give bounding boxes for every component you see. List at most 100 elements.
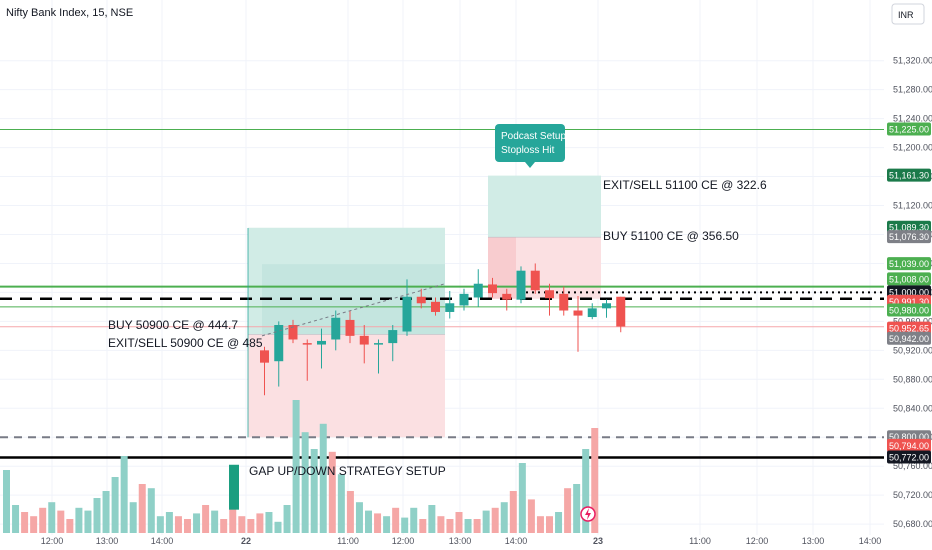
volume-bar <box>193 513 201 533</box>
price-label-text: 51,161.30 <box>889 171 929 181</box>
annotation-buy-50900: BUY 50900 CE @ 444.7 <box>108 318 238 332</box>
volume-bar <box>12 505 20 533</box>
price-tick-label: 50,840.00 <box>893 403 932 413</box>
candle-body <box>402 296 412 332</box>
price-tick-label: 50,920.00 <box>893 345 932 355</box>
volume-bar <box>346 491 354 533</box>
price-tick-label: 51,120.00 <box>893 201 932 211</box>
volume-bar <box>3 470 10 533</box>
candle-body <box>317 340 326 345</box>
time-tick-label: 12:00 <box>392 536 415 546</box>
candle-body <box>431 301 440 312</box>
candle-body <box>459 293 469 306</box>
callout-podcast-setup[interactable]: Podcast Setup Stoploss Hit <box>495 124 566 168</box>
volume-bar <box>93 498 101 533</box>
volume-bar <box>591 428 599 533</box>
volume-bar <box>573 484 581 533</box>
volume-bar <box>102 491 110 533</box>
volume-bar <box>57 510 65 533</box>
volume-bar <box>536 516 544 533</box>
candle-body <box>473 283 483 298</box>
price-label-badge <box>887 303 931 317</box>
volume-bar <box>582 449 590 533</box>
volume-bar <box>455 512 463 533</box>
candle-body <box>416 296 426 304</box>
time-tick-label: 11:00 <box>689 536 711 546</box>
volume-bar <box>48 502 56 533</box>
volume-bar <box>337 474 345 533</box>
volume-bar <box>383 516 391 533</box>
time-axis-ticks: 12:00 13:00 14:00 22 11:00 12:00 13:00 14:00 23 1… <box>41 536 882 546</box>
trend-line <box>261 283 446 337</box>
volume-bar <box>184 519 191 533</box>
price-label-text: 50,952.65 <box>889 324 929 334</box>
annotation-exit-50900: EXIT/SELL 50900 CE @ 485 <box>108 336 263 350</box>
candle-body <box>274 325 284 362</box>
volume-bar <box>464 519 472 533</box>
volume-bar <box>174 516 182 533</box>
callout-box <box>495 124 565 162</box>
price-label-text: 50,794.00 <box>889 441 929 451</box>
lightning-icon[interactable] <box>580 506 596 522</box>
volume-bar <box>374 513 382 533</box>
volume-bar <box>84 510 92 533</box>
candle-body <box>587 308 597 318</box>
price-tick-label: 51,200.00 <box>893 143 932 153</box>
volume-bar <box>301 432 309 533</box>
volume-bar <box>211 510 219 533</box>
price-label-badge <box>887 331 931 345</box>
time-tick-label: 13:00 <box>96 536 119 546</box>
price-tick-label: 50,960.00 <box>893 316 932 326</box>
candle-body <box>359 335 369 345</box>
currency-label: INR <box>898 10 914 20</box>
price-label-badge <box>887 257 931 271</box>
volume-bar <box>202 505 210 533</box>
price-label-text: 50,980.00 <box>889 306 929 316</box>
candle-body <box>616 296 626 327</box>
currency-button[interactable]: INR <box>891 3 925 25</box>
price-label-text: 51,039.00 <box>889 259 929 269</box>
volume-bar <box>527 499 535 533</box>
price-label-text: 51,225.00 <box>889 124 929 134</box>
candle-body <box>288 325 298 340</box>
volume-bar <box>310 449 318 533</box>
candle-body <box>388 330 398 344</box>
candle-body <box>573 310 583 316</box>
volume-bar <box>256 513 264 533</box>
gap-candle <box>229 464 239 510</box>
volume-bar <box>319 423 327 533</box>
volume-bar <box>355 502 363 533</box>
time-tick-label: 12:00 <box>746 536 769 546</box>
volume-bar <box>120 456 128 533</box>
candle-body <box>374 343 383 345</box>
candle-body <box>331 317 341 340</box>
lightning-icon-bolt <box>585 508 591 520</box>
time-tick-label: 11:00 <box>337 536 359 546</box>
volume-bar <box>265 512 273 533</box>
candle-body <box>530 270 540 291</box>
price-label-text: 50,772.00 <box>889 453 929 463</box>
price-tick-label: 50,720.00 <box>893 490 932 500</box>
volume-bar <box>292 400 300 533</box>
volume-bar <box>75 507 83 533</box>
volume-bar <box>274 521 282 533</box>
annotation-gap-strategy: GAP UP/DOWN STRATEGY SETUP <box>249 464 446 478</box>
time-tick-label: 14:00 <box>859 536 882 546</box>
volume-bar <box>392 507 400 533</box>
annotation-exit-51100: EXIT/SELL 51100 CE @ 322.6 <box>603 178 767 192</box>
volume-bar <box>500 502 508 533</box>
volume-bar <box>365 510 372 533</box>
price-label-text: 51,000.00 <box>889 287 929 297</box>
volume-bar <box>220 519 228 533</box>
candle-body <box>545 290 554 299</box>
time-tick-label: 14:00 <box>151 536 174 546</box>
volume-bar <box>482 510 490 533</box>
price-tick-label: 50,880.00 <box>893 374 932 384</box>
price-tick-label: 51,320.00 <box>893 56 932 66</box>
time-tick-label: 12:00 <box>41 536 64 546</box>
volume-bar <box>401 517 409 533</box>
